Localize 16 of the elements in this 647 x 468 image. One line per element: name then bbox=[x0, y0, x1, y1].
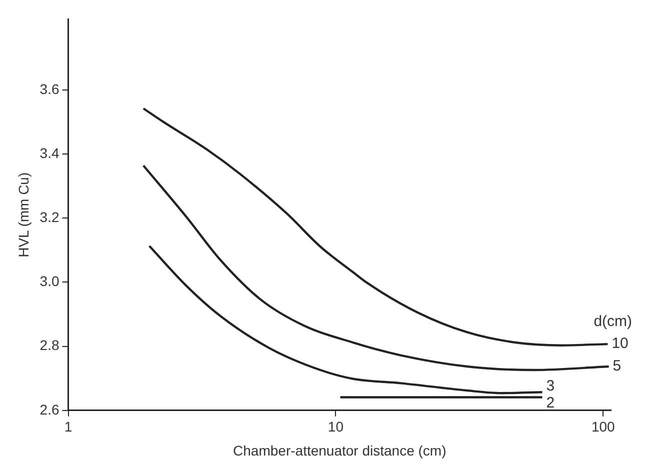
y-tick-label: 3.4 bbox=[40, 144, 60, 161]
x-tick-label: 10 bbox=[328, 418, 344, 435]
legend-title: d(cm) bbox=[594, 313, 632, 330]
y-tick-label: 3.6 bbox=[40, 80, 60, 97]
y-tick-label: 3.0 bbox=[40, 273, 60, 290]
series-label: 10 bbox=[612, 335, 628, 352]
series-label: 3 bbox=[546, 377, 555, 394]
x-axis-title: Chamber-attenuator distance (cm) bbox=[233, 442, 446, 458]
y-tick-label: 2.6 bbox=[40, 401, 60, 418]
x-tick-label: 100 bbox=[591, 418, 616, 435]
x-tick-label: 1 bbox=[64, 418, 72, 435]
y-axis-title: HVL (mm Cu) bbox=[15, 172, 32, 258]
y-tick-label: 3.2 bbox=[40, 208, 60, 225]
series-label: 2 bbox=[546, 394, 555, 412]
y-tick-label: 2.8 bbox=[40, 337, 60, 354]
series-label: 5 bbox=[612, 358, 622, 375]
